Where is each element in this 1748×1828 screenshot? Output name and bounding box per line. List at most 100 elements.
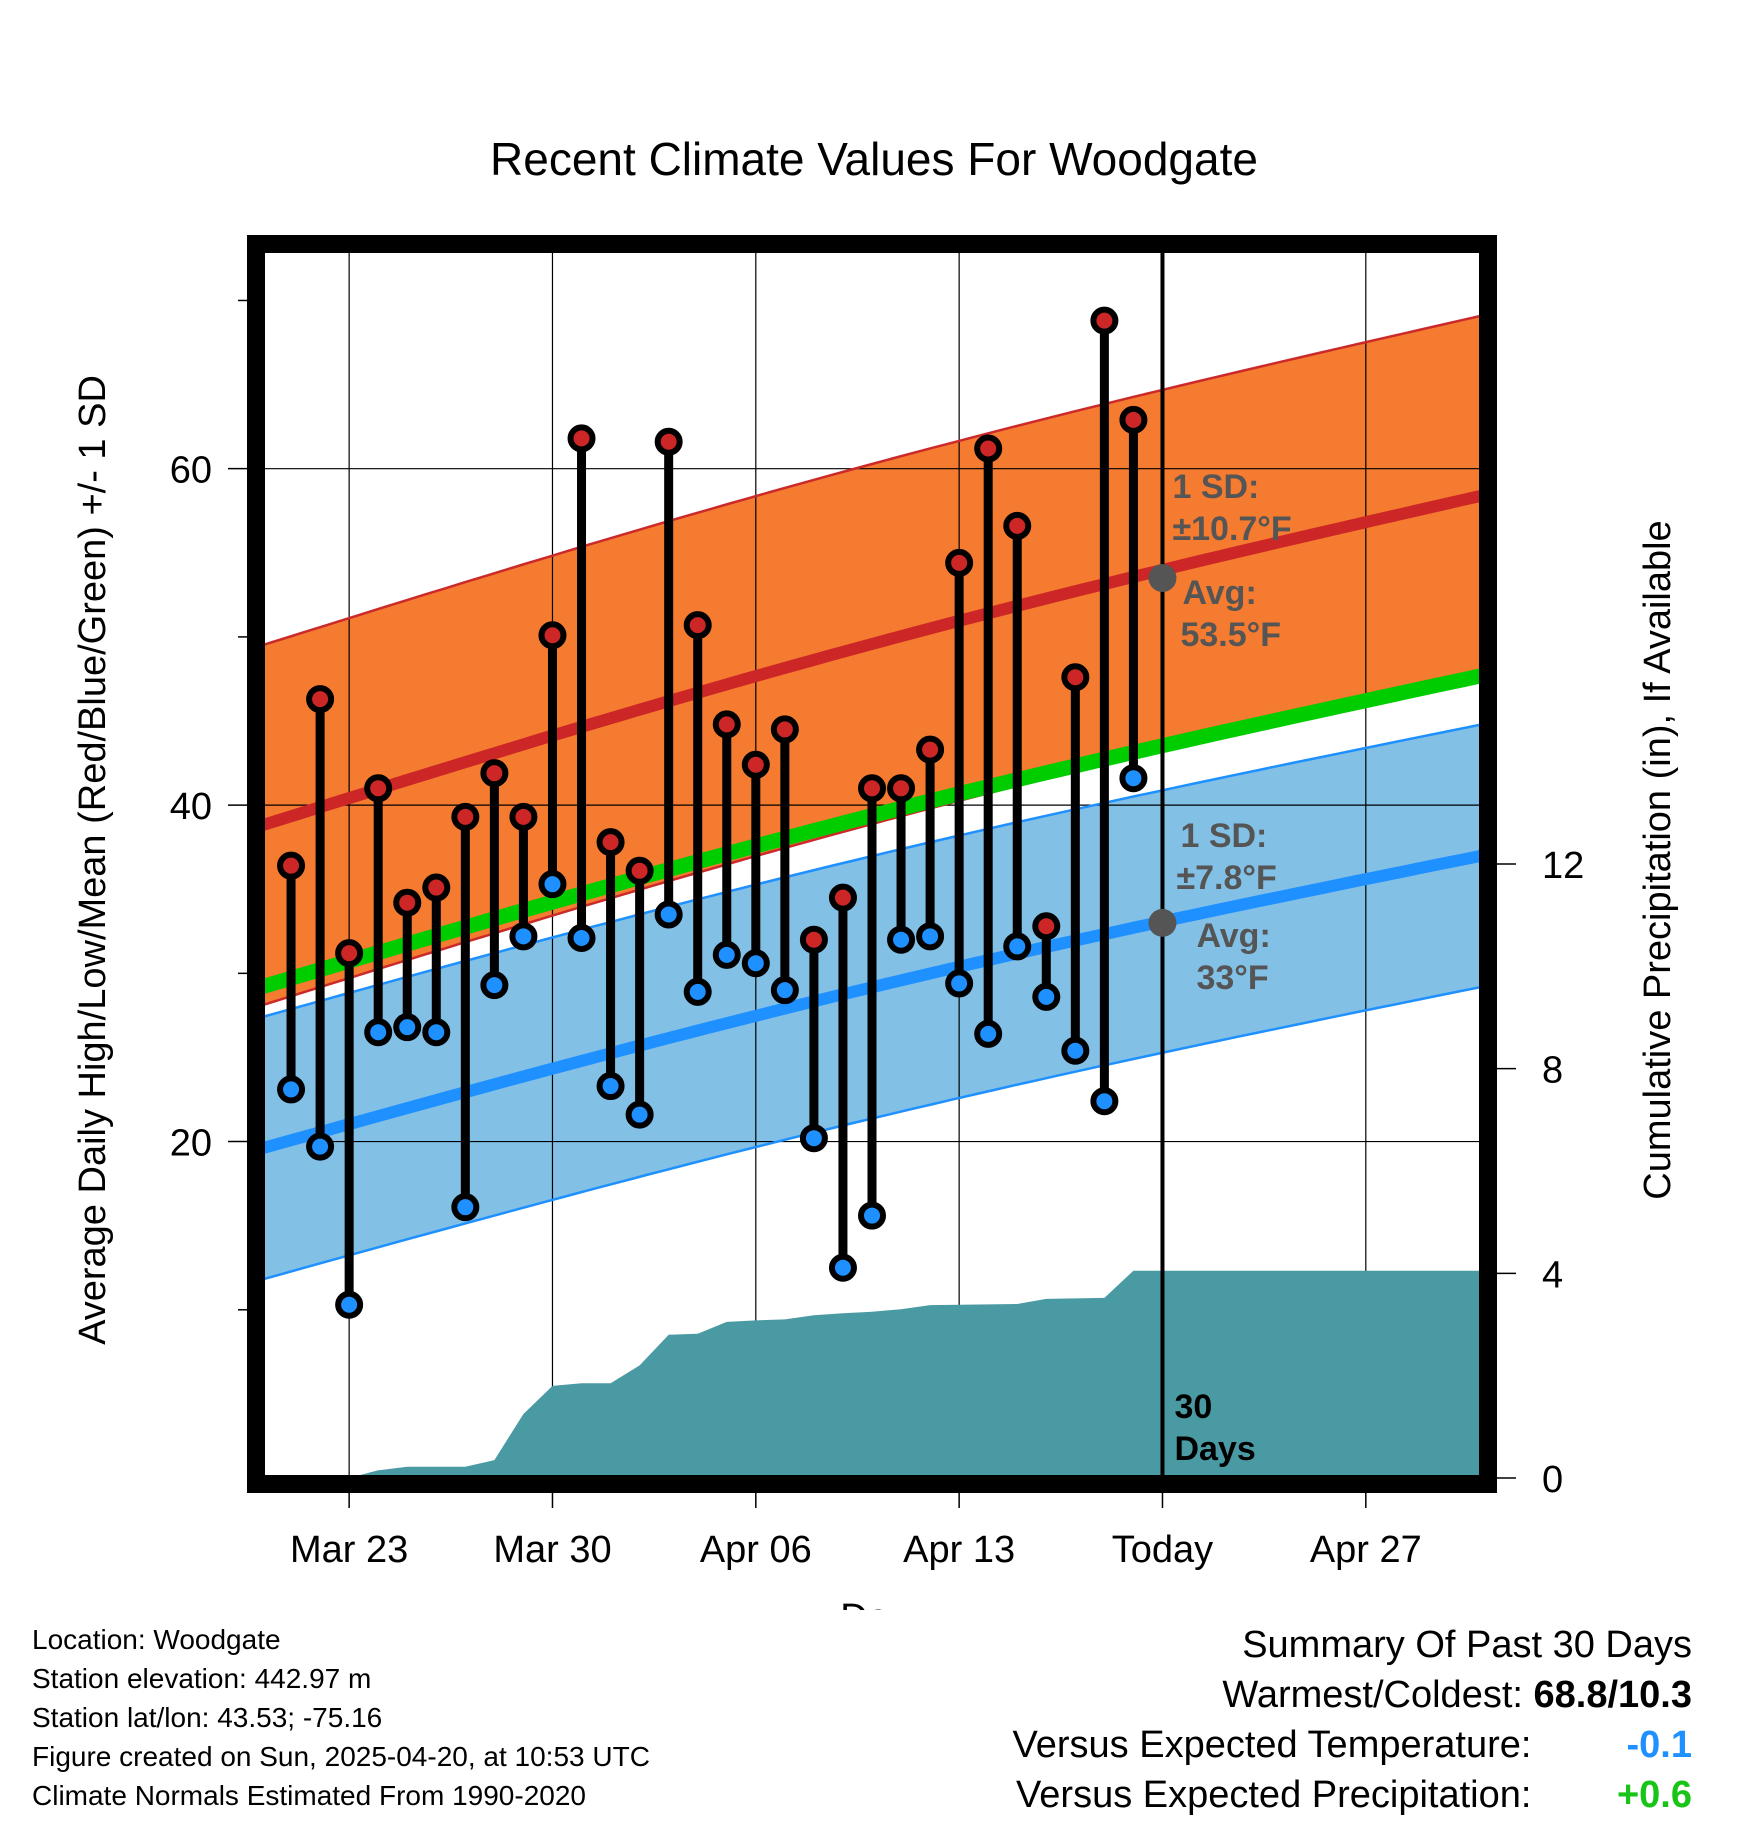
normal-high-line: [262, 489, 1482, 832]
daily-high-point: [538, 621, 567, 650]
x-tick-label: Mar 30: [493, 1529, 611, 1571]
location-text: Location: Woodgate: [32, 1624, 281, 1655]
created-text: Figure created on Sun, 2025-04-20, at 10…: [32, 1741, 650, 1772]
y-axis-label-left: Average Daily High/Low/Mean (Red/Blue/Gr…: [72, 375, 114, 1345]
x-tick-label: Apr 06: [700, 1529, 812, 1571]
plot-clip-group: 1 SD: ±10.7°F Avg: 53.5°F 1 SD: ±7.8°F Avg: 33°…: [262, 250, 1482, 1478]
daily-high-point: [741, 750, 770, 779]
daily-low-point: [887, 925, 916, 954]
daily-high-point: [277, 851, 306, 880]
summary-warmest-row: Warmest/Coldest: 68.8/10.3: [1013, 1670, 1692, 1720]
summary-temp-row: Versus Expected Temperature: -0.1: [1013, 1720, 1692, 1770]
daily-high-point: [335, 939, 364, 968]
daily-high-point: [887, 774, 916, 803]
daily-high-point: [712, 710, 741, 739]
daily-high-point: [422, 873, 451, 902]
precip-label: Versus Expected Precipitation:: [1016, 1774, 1532, 1816]
daily-low-point: [916, 922, 945, 951]
daily-high-point: [916, 735, 945, 764]
daily-low-point: [538, 870, 567, 899]
daily-high-point: [683, 611, 712, 640]
high-sd-band: [262, 315, 1482, 1006]
high-band-upper-edge: [262, 314, 1482, 647]
high-avg-label: Avg:: [1182, 574, 1256, 612]
daily-high-point: [596, 828, 625, 857]
x-tick-label: Today: [1112, 1529, 1213, 1571]
daily-low-point: [741, 949, 770, 978]
low-avg-value: 33°F: [1196, 959, 1268, 997]
high-avg-point: [1148, 564, 1177, 593]
daily-high-point: [1090, 306, 1119, 335]
high-sd-value: ±10.7°F: [1172, 510, 1291, 548]
temp-label: Versus Expected Temperature:: [1012, 1724, 1532, 1766]
daily-high-point: [799, 925, 828, 954]
daily-low-point: [1090, 1087, 1119, 1116]
daily-low-point: [306, 1132, 335, 1161]
y-tick-label-right: 4: [1542, 1254, 1563, 1296]
days-label-text: Days: [1174, 1430, 1255, 1468]
daily-high-point: [974, 434, 1003, 463]
plot-area: 1 SD: ±10.7°F Avg: 53.5°F 1 SD: ±7.8°F Avg: 33°…: [262, 250, 1482, 1478]
summary-panel: Summary Of Past 30 Days Warmest/Coldest:…: [1013, 1620, 1692, 1820]
daily-high-point: [509, 802, 538, 831]
latlon-text: Station lat/lon: 43.53; -75.16: [32, 1702, 383, 1733]
daily-low-point: [1032, 982, 1061, 1011]
daily-low-point: [335, 1290, 364, 1319]
precip-area: [262, 1270, 1482, 1478]
daily-low-point: [364, 1018, 393, 1047]
y-tick-label-left: 60: [170, 450, 212, 492]
daily-low-point: [509, 922, 538, 951]
warmest-value: 68.8/10.3: [1533, 1674, 1692, 1716]
x-tick-label: Apr 13: [903, 1529, 1015, 1571]
daily-low-point: [625, 1100, 654, 1129]
daily-high-point: [654, 427, 683, 456]
daily-high-point: [480, 759, 509, 788]
daily-low-point: [1061, 1036, 1090, 1065]
low-avg-point: [1148, 908, 1177, 937]
daily-high-point: [1032, 912, 1061, 941]
daily-high-point: [858, 774, 886, 803]
y-tick-label-right: 8: [1542, 1050, 1563, 1092]
daily-low-point: [1119, 764, 1148, 793]
y-axis-label-right: Cumulative Precipitation (in), If Availa…: [1637, 520, 1679, 1199]
precip-value: +0.6: [1616, 1774, 1692, 1816]
daily-high-point: [1003, 511, 1032, 540]
daily-high-point: [393, 888, 422, 917]
temp-value: -0.1: [1626, 1724, 1692, 1766]
warmest-label: Warmest/Coldest:: [1222, 1674, 1523, 1716]
low-sd-label: 1 SD:: [1180, 817, 1267, 855]
daily-high-point: [364, 774, 393, 803]
daily-high-point: [1119, 405, 1148, 434]
high-avg-value: 53.5°F: [1180, 616, 1281, 654]
high-sd-label: 1 SD:: [1172, 468, 1259, 506]
days-label-number: 30: [1174, 1388, 1212, 1426]
daily-low-point: [567, 924, 596, 953]
climate-chart: Recent Climate Values For Woodgate 1 SD:…: [72, 133, 1679, 1610]
normals-text: Climate Normals Estimated From 1990-2020: [32, 1780, 586, 1811]
x-tick-label: Apr 27: [1310, 1529, 1422, 1571]
daily-low-point: [858, 1201, 886, 1230]
daily-low-point: [828, 1253, 857, 1282]
elevation-text: Station elevation: 442.97 m: [32, 1663, 372, 1694]
daily-high-point: [828, 883, 857, 912]
daily-high-point: [451, 802, 480, 831]
station-info: Location: Woodgate Station elevation: 44…: [32, 1620, 650, 1815]
low-avg-label: Avg:: [1196, 917, 1270, 955]
daily-high-point: [625, 856, 654, 885]
daily-low-point: [596, 1072, 625, 1101]
chart-title: Recent Climate Values For Woodgate: [490, 133, 1258, 185]
daily-high-point: [770, 715, 799, 744]
y-tick-label-left: 40: [170, 786, 212, 828]
summary-precip-row: Versus Expected Precipitation: +0.6: [1013, 1770, 1692, 1820]
daily-high-point: [945, 548, 974, 577]
daily-low-point: [770, 976, 799, 1005]
daily-high-point: [567, 424, 596, 453]
daily-low-point: [712, 940, 741, 969]
y-tick-label-left: 20: [170, 1123, 212, 1165]
daily-high-point: [306, 685, 335, 714]
daily-low-point: [945, 969, 974, 998]
daily-low-point: [480, 971, 509, 1000]
daily-low-point: [277, 1075, 306, 1104]
low-sd-value: ±7.8°F: [1176, 859, 1276, 897]
plot-frame: [247, 235, 1497, 1493]
